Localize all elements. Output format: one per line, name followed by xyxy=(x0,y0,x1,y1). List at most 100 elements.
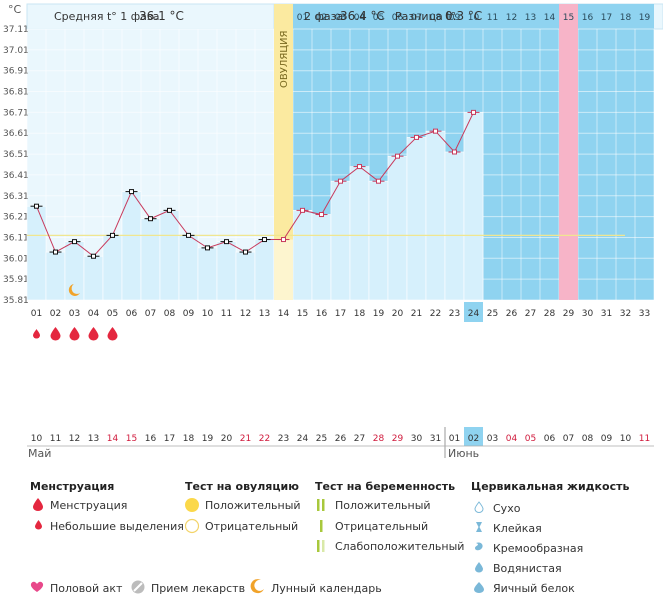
bbt-chart: 37.11 37.01 36.91 36.81 36.71 36.61 36.51 36.41… xyxy=(3,3,663,458)
calendar-date: 28 xyxy=(373,434,385,444)
temperature-point xyxy=(433,128,438,134)
cycle-day-number: 21 xyxy=(411,309,422,319)
top-day-number: 06 xyxy=(392,13,404,23)
menstruation-drop-icon xyxy=(107,327,118,341)
month-june-label: Июнь xyxy=(448,447,480,460)
calendar-date: 15 xyxy=(126,434,137,444)
temperature-bar xyxy=(26,205,47,301)
phase2-label: 2 фаза xyxy=(304,10,344,23)
cycle-day-number: 11 xyxy=(221,309,232,319)
menstruation-drop-icon xyxy=(69,327,80,341)
phase1-label: Средняя t° 1 фаза xyxy=(54,10,160,23)
top-day-number: 07 xyxy=(411,13,422,23)
calendar-date: 19 xyxy=(202,434,214,444)
cycle-day-number: 24 xyxy=(468,309,480,319)
moon-icon xyxy=(68,284,80,296)
current-date-marker xyxy=(464,427,483,446)
calendar-date: 24 xyxy=(297,434,309,444)
top-day-number: 17 xyxy=(601,13,612,23)
cervical-dry-icon xyxy=(474,501,484,513)
calendar-date: 22 xyxy=(259,434,270,444)
temperature-line xyxy=(36,112,474,257)
legend-pregnancy-positive: Положительный xyxy=(335,499,431,512)
temperature-point xyxy=(300,207,305,213)
temperature-point xyxy=(53,249,58,255)
current-day-marker xyxy=(464,302,483,322)
y-tick-label: 36.91 xyxy=(3,67,29,77)
calendar-date: 30 xyxy=(411,434,423,444)
calendar-date: 10 xyxy=(31,434,43,444)
top-day-number: 19 xyxy=(639,13,651,23)
legend-lunar: Лунный календарь xyxy=(271,582,382,595)
medication-icon xyxy=(131,580,145,594)
cycle-day-number: 06 xyxy=(126,309,138,319)
cycle-day-number: 05 xyxy=(107,309,118,319)
top-day-number: 03 xyxy=(335,13,346,23)
temperature-point xyxy=(471,109,476,115)
spotting-drop-icon xyxy=(35,520,42,530)
cervical-creamy-icon xyxy=(475,542,483,551)
temperature-point xyxy=(452,149,457,155)
temp-diff-label: Разница t° xyxy=(395,10,457,23)
cycle-day-number: 20 xyxy=(392,309,404,319)
temp-diff-value: 0.3 °C xyxy=(445,9,483,23)
y-tick-label: 36.71 xyxy=(3,108,29,118)
menstruation-drop-icon xyxy=(88,327,99,341)
cycle-day-number: 25 xyxy=(487,309,498,319)
phase1-value: 36.1 °C xyxy=(139,9,184,23)
cycle-day-number: 32 xyxy=(620,309,631,319)
top-day-number: 15 xyxy=(563,13,574,23)
temperature-point xyxy=(110,232,115,238)
legend-ovulation-title: Тест на овуляцию xyxy=(185,480,299,493)
menstruation-drop-icon xyxy=(33,329,40,339)
month-may-label: Май xyxy=(28,447,52,460)
y-tick-label: 35.91 xyxy=(3,275,29,285)
legend-cervical-dry: Сухо xyxy=(493,502,521,515)
cycle-day-number: 03 xyxy=(69,309,80,319)
y-tick-label: 36.51 xyxy=(3,150,29,160)
top-day-number: 02 xyxy=(316,13,327,23)
cycle-day-number: 02 xyxy=(50,309,61,319)
top-day-number: 08 xyxy=(430,13,442,23)
legend-ovulation-negative: Отрицательный xyxy=(205,520,299,533)
cycle-day-number: 14 xyxy=(278,309,290,319)
calendar-date: 05 xyxy=(525,434,536,444)
top-day-number: 16 xyxy=(582,13,594,23)
calendar-date: 01 xyxy=(449,434,460,444)
pregnancy-weak-icon xyxy=(317,540,325,552)
cycle-day-number: 27 xyxy=(525,309,536,319)
top-day-number: 12 xyxy=(506,13,517,23)
ovulation-positive-icon xyxy=(185,498,199,512)
top-day-number: 14 xyxy=(544,13,556,23)
cycle-day-number: 26 xyxy=(506,309,518,319)
calendar-date: 04 xyxy=(506,434,518,444)
calendar-date: 06 xyxy=(544,434,556,444)
highlight-day-column xyxy=(559,4,578,300)
calendar-date: 20 xyxy=(221,434,233,444)
legend-cervical-watery: Водянистая xyxy=(493,562,562,575)
temperature-bar xyxy=(406,137,427,301)
y-tick-label: 35.81 xyxy=(3,296,29,306)
temperature-bar xyxy=(311,214,332,301)
cycle-day-number: 09 xyxy=(183,309,195,319)
cycle-day-number: 18 xyxy=(354,309,366,319)
temperature-point xyxy=(414,134,419,140)
calendar-date: 07 xyxy=(563,434,574,444)
moon-icon xyxy=(250,579,264,594)
temperature-point xyxy=(129,189,134,195)
top-day-number: 04 xyxy=(354,13,366,23)
top-day-number: 11 xyxy=(487,13,498,23)
legend-menstruation-item: Менструация xyxy=(50,499,128,512)
y-tick-label: 36.21 xyxy=(3,213,29,223)
cycle-day-number: 13 xyxy=(259,309,270,319)
ovulation-day-bar xyxy=(274,239,293,300)
cycle-day-number: 19 xyxy=(373,309,385,319)
legend-pregnancy-negative: Отрицательный xyxy=(335,520,429,533)
calendar-date: 08 xyxy=(582,434,594,444)
temperature-point xyxy=(224,239,229,245)
calendar-date: 21 xyxy=(240,434,251,444)
calendar-date: 03 xyxy=(487,434,498,444)
temperature-point xyxy=(34,203,39,209)
cervical-sticky-icon xyxy=(476,522,482,532)
y-tick-label: 36.81 xyxy=(3,88,29,98)
